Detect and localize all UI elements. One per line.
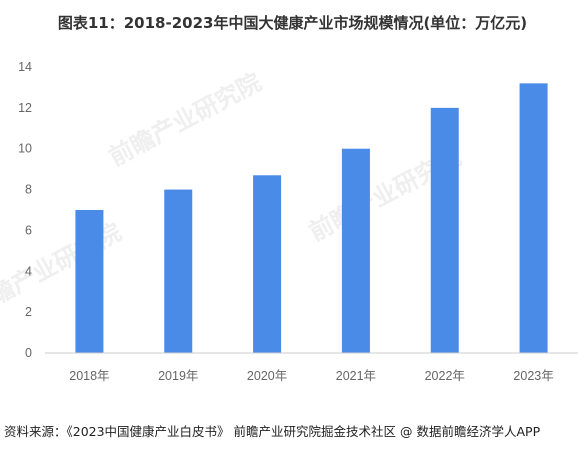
source-note: 资料来源：《2023中国健康产业白皮书》 前瞻产业研究院掘金技术社区 @ 数据前… xyxy=(4,424,541,439)
y-tick-label: 6 xyxy=(25,223,32,237)
x-tick-label: 2021年 xyxy=(336,369,376,383)
bar-1 xyxy=(164,189,193,353)
y-tick-label: 10 xyxy=(18,142,32,156)
y-tick-label: 14 xyxy=(18,60,32,74)
x-tick-label: 2019年 xyxy=(158,369,198,383)
bar-2 xyxy=(253,175,282,353)
y-tick-label: 8 xyxy=(25,183,32,197)
bar-0 xyxy=(75,210,104,353)
x-tick-label: 2020年 xyxy=(247,369,287,383)
y-axis: 0 2 4 6 8 10 12 14 xyxy=(18,60,32,360)
y-tick-label: 12 xyxy=(18,101,32,115)
chart-title: 图表11：2018-2023年中国大健康产业市场规模情况(单位：万亿元) xyxy=(57,14,528,32)
x-tick-label: 2022年 xyxy=(425,369,465,383)
x-axis: 2018年 2019年 2020年 2021年 2022年 2023年 xyxy=(69,369,553,383)
x-tick-label: 2018年 xyxy=(69,369,109,383)
bar-3 xyxy=(341,148,370,353)
bar-4 xyxy=(430,107,459,353)
x-tick-label: 2023年 xyxy=(513,369,553,383)
y-tick-label: 2 xyxy=(25,305,32,319)
y-tick-label: 0 xyxy=(25,346,32,360)
bars xyxy=(75,83,548,353)
y-tick-label: 4 xyxy=(25,264,32,278)
bar-chart: 0 2 4 6 8 10 12 14 2018年 2019年 2020年 2021年 2022年 202… xyxy=(18,60,578,383)
bar-5 xyxy=(519,83,548,353)
